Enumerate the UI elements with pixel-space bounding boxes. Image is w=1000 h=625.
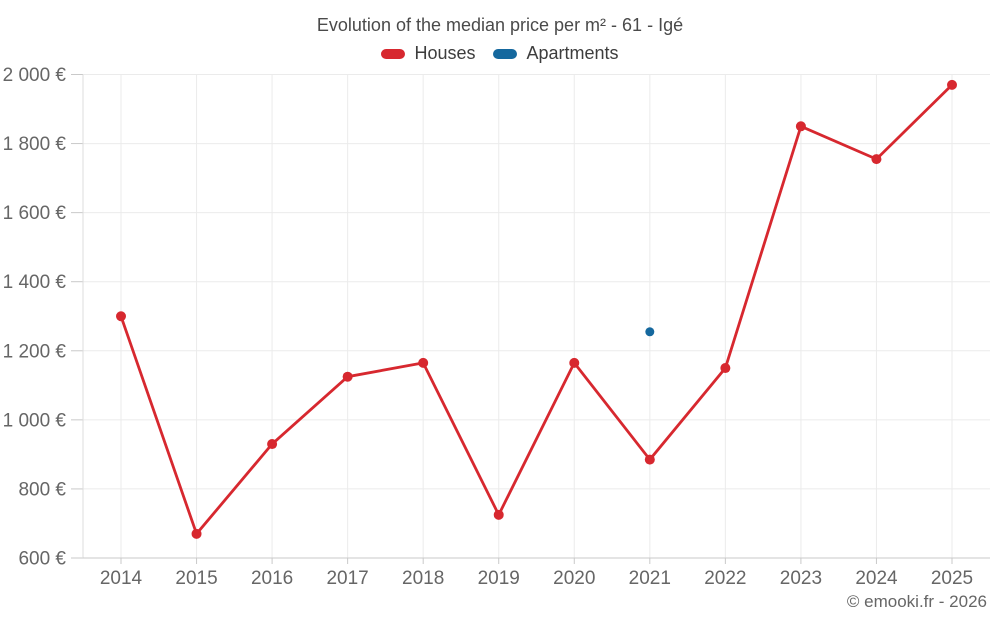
y-axis-label: 1 800 € [3,134,67,155]
x-axis-label: 2017 [326,568,368,589]
y-axis-label: 1 200 € [3,341,67,362]
x-axis-label: 2024 [855,568,898,589]
y-axis-label: 2 000 € [3,65,67,86]
data-point-houses-2023[interactable] [795,121,806,132]
x-axis-label: 2025 [931,568,973,589]
chart-title: Evolution of the median price per m² - 6… [316,15,684,35]
x-axis-label: 2015 [175,568,217,589]
data-point-houses-2019[interactable] [493,509,504,520]
x-axis-label: 2021 [629,568,671,589]
x-axis-label: 2014 [100,568,143,589]
y-axis-label: 1 400 € [3,272,67,293]
x-axis-label: 2019 [478,568,520,589]
y-axis-label: 800 € [18,479,66,500]
x-axis-label: 2022 [704,568,746,589]
x-axis-label: 2018 [402,568,444,589]
legend-item-apartments[interactable]: Apartments [493,43,619,64]
data-point-houses-2021[interactable] [644,454,655,465]
y-axis-label: 600 € [18,549,66,570]
legend-swatch-apartments [493,48,518,59]
legend-label: Apartments [526,43,619,63]
data-point-houses-2014[interactable] [116,311,126,322]
chart-legend: Houses Apartments [0,43,1000,64]
series-line-houses [119,83,954,536]
x-axis-label: 2016 [251,568,293,589]
x-axis-label: 2020 [553,568,595,589]
x-axis-label: 2023 [780,568,822,589]
data-point-houses-2024[interactable] [871,154,882,165]
data-point-apartments-2021[interactable] [645,327,655,337]
credit-watermark: © emooki.fr - 2026 [846,592,987,611]
legend-swatch-houses [381,48,406,59]
data-point-houses-2017[interactable] [342,371,353,382]
data-point-houses-2020[interactable] [569,357,580,368]
data-point-houses-2025[interactable] [947,79,957,90]
legend-item-houses[interactable]: Houses [381,43,475,64]
y-axis-label: 1 000 € [3,410,67,431]
data-point-houses-2015[interactable] [191,528,202,539]
legend-label: Houses [414,43,476,63]
data-point-houses-2016[interactable] [267,439,278,450]
y-axis-label: 1 600 € [3,203,67,224]
data-point-houses-2018[interactable] [418,357,429,368]
data-point-houses-2022[interactable] [720,363,731,374]
